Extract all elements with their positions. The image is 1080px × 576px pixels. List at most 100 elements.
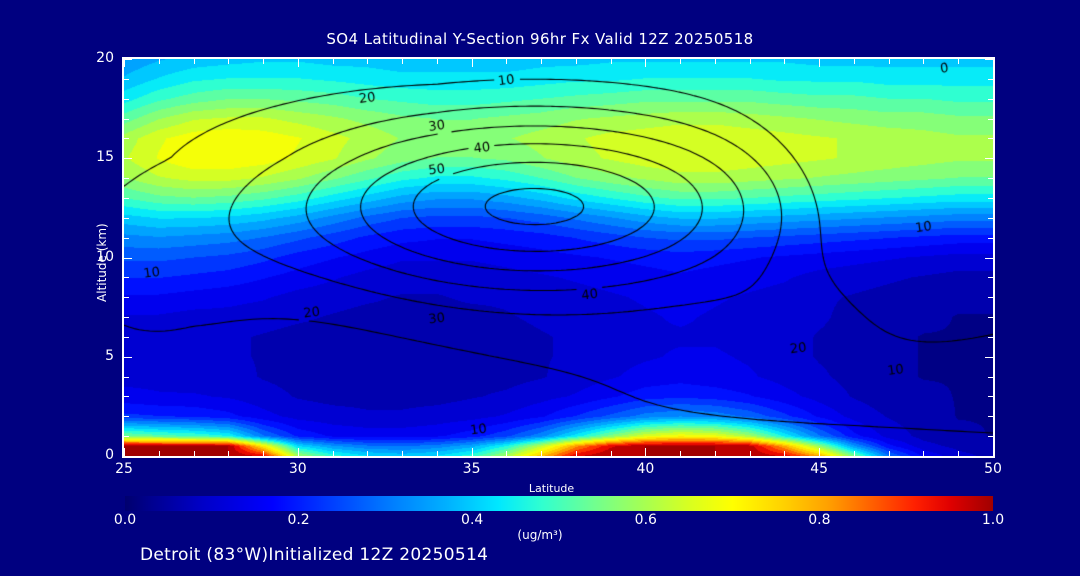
tick-mark xyxy=(367,59,369,64)
tick-mark xyxy=(124,217,129,219)
tick-mark xyxy=(124,277,129,279)
tick-mark xyxy=(506,59,508,64)
tick-mark xyxy=(714,451,716,456)
tick-mark xyxy=(988,396,993,398)
tick-mark xyxy=(993,59,994,67)
colorbar-tick-label: 0.6 xyxy=(634,512,657,528)
tick-mark xyxy=(124,436,129,438)
tick-mark xyxy=(888,59,890,64)
tick-mark xyxy=(541,451,543,456)
tick-mark xyxy=(988,217,993,219)
tick-mark xyxy=(988,277,993,279)
colorbar-tick-label: 0.0 xyxy=(113,512,137,528)
tick-mark xyxy=(124,257,132,259)
tick-mark xyxy=(124,356,132,358)
tick-mark xyxy=(124,396,129,398)
footer-label: Detroit (83°W)Initialized 12Z 20250514 xyxy=(140,545,489,565)
colorbar-units-label: (ug/m³) xyxy=(517,528,563,542)
tick-mark xyxy=(124,59,132,60)
tick-mark xyxy=(985,257,993,259)
tick-mark xyxy=(575,59,577,64)
tick-mark xyxy=(610,451,612,456)
tick-mark xyxy=(988,416,993,418)
tick-mark xyxy=(263,59,265,64)
tick-mark xyxy=(985,456,993,457)
tick-mark xyxy=(263,451,265,456)
tick-mark xyxy=(714,59,716,64)
tick-mark xyxy=(988,78,993,80)
tick-mark xyxy=(988,98,993,100)
y-tick-label: 20 xyxy=(96,50,114,66)
y-tick-label: 10 xyxy=(96,248,114,265)
tick-mark xyxy=(124,118,129,120)
tick-mark xyxy=(124,98,129,100)
tick-mark xyxy=(471,448,473,456)
tick-mark xyxy=(784,451,786,456)
tick-mark xyxy=(645,59,647,67)
tick-mark xyxy=(124,376,129,378)
tick-mark xyxy=(680,451,682,456)
x-tick-label: 40 xyxy=(636,461,655,477)
tick-mark xyxy=(988,376,993,378)
tick-mark xyxy=(297,448,299,456)
tick-mark xyxy=(297,59,299,67)
x-tick-label: 35 xyxy=(462,461,481,477)
tick-mark xyxy=(193,451,195,456)
tick-mark xyxy=(749,59,751,64)
x-tick-label: 45 xyxy=(810,461,829,477)
tick-mark xyxy=(228,59,230,64)
tick-mark xyxy=(923,59,925,64)
colorbar xyxy=(125,496,993,511)
tick-mark xyxy=(124,297,129,299)
x-tick-label: 25 xyxy=(115,461,133,477)
tick-mark xyxy=(124,336,129,338)
tick-mark xyxy=(985,59,993,60)
tick-mark xyxy=(506,451,508,456)
tick-mark xyxy=(988,336,993,338)
tick-mark xyxy=(124,197,129,199)
colorbar-tick-label: 0.4 xyxy=(461,512,484,528)
tick-mark xyxy=(988,237,993,239)
tick-mark xyxy=(988,436,993,438)
tick-mark xyxy=(853,451,855,456)
tick-mark xyxy=(988,197,993,199)
tick-mark xyxy=(124,237,129,239)
tick-mark xyxy=(124,78,129,80)
tick-mark xyxy=(332,451,334,456)
tick-mark xyxy=(988,317,993,319)
tick-mark xyxy=(749,451,751,456)
tick-mark xyxy=(402,451,404,456)
tick-mark xyxy=(332,59,334,64)
tick-mark xyxy=(645,448,647,456)
colorbar-gradient xyxy=(125,496,993,511)
tick-mark xyxy=(367,451,369,456)
tick-mark xyxy=(988,118,993,120)
y-tick-label: 0 xyxy=(105,447,114,463)
tick-mark xyxy=(819,448,821,456)
x-tick-label: 50 xyxy=(984,461,1002,477)
tick-mark xyxy=(923,451,925,456)
tick-mark xyxy=(436,59,438,64)
tick-mark xyxy=(124,178,129,180)
tick-mark xyxy=(124,456,132,457)
tick-mark xyxy=(124,416,129,418)
y-tick-label: 5 xyxy=(105,347,114,364)
tick-mark xyxy=(985,158,993,160)
page-title: SO4 Latitudinal Y-Section 96hr Fx Valid … xyxy=(326,30,754,48)
tick-mark xyxy=(985,356,993,358)
y-tick-label: 15 xyxy=(96,149,114,166)
tick-mark xyxy=(993,448,994,456)
colorbar-tick-label: 0.8 xyxy=(808,512,831,528)
tick-mark xyxy=(124,59,125,67)
tick-mark xyxy=(124,317,129,319)
tick-mark xyxy=(124,138,129,140)
tick-mark xyxy=(228,451,230,456)
tick-mark xyxy=(402,59,404,64)
tick-mark xyxy=(193,59,195,64)
tick-mark xyxy=(158,451,160,456)
tick-mark xyxy=(541,59,543,64)
x-axis-label: Latitude xyxy=(528,482,575,495)
y-axis-label: Altitude (km) xyxy=(95,222,109,302)
tick-mark xyxy=(158,59,160,64)
